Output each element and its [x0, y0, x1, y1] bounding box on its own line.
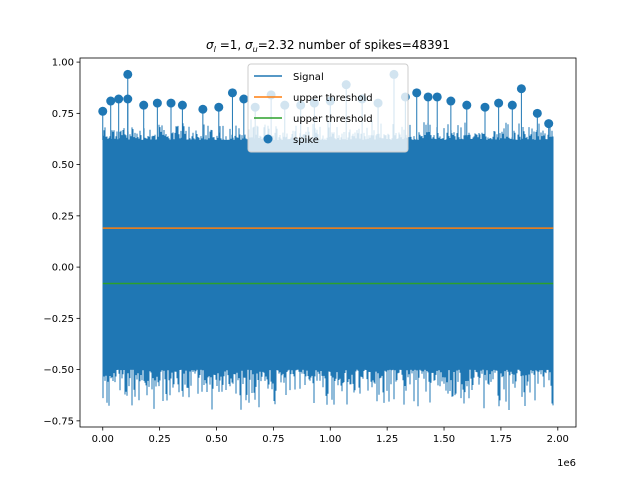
y-tick-label: 0.25: [52, 211, 74, 222]
spike-point: [494, 98, 504, 108]
spike-point: [462, 100, 472, 110]
x-tick-label: 2.00: [547, 434, 569, 445]
spike-point: [114, 94, 124, 104]
spike-point: [198, 104, 208, 114]
spike-point: [123, 94, 133, 104]
legend-box: [247, 63, 409, 153]
spike-point: [480, 102, 490, 112]
plot-area: [98, 69, 554, 410]
spike-point: [516, 84, 526, 94]
legend-label-upper-threshold: upper threshold: [293, 93, 373, 104]
spike-point: [446, 96, 456, 106]
legend-label-spike: spike: [293, 135, 319, 146]
spike-point: [98, 106, 108, 116]
x-tick-label: 0.25: [149, 434, 171, 445]
legend: Signal upper threshold upper threshold s…: [247, 63, 409, 153]
spike-point: [227, 88, 237, 98]
spike-point: [166, 98, 176, 108]
spike-point: [532, 108, 542, 118]
legend-label-lower-threshold: upper threshold: [293, 114, 373, 125]
spike-point: [123, 69, 133, 79]
y-tick-label: 0.75: [52, 109, 74, 120]
x-tick-label: 1.25: [376, 434, 398, 445]
spike-point: [432, 92, 442, 102]
spike-point: [177, 100, 187, 110]
y-tick-label: 0.00: [52, 263, 74, 274]
axes-frame: [79, 57, 577, 428]
y-tick-label: 0.50: [52, 160, 74, 171]
spike-point: [544, 119, 554, 129]
x-tick-label: 1.75: [490, 434, 512, 445]
x-tick-label: 0.00: [92, 434, 114, 445]
x-tick-label: 1.00: [319, 434, 341, 445]
axes: 0.00 0.25 0.50 0.75 1.00 1.25 1.50 1.75 2.00 −0.7…: [43, 57, 577, 445]
spike-point: [106, 96, 116, 106]
spike-point: [152, 98, 162, 108]
legend-label-signal: Signal: [293, 72, 324, 83]
chart-title: σl =1, σu=2.32 number of spikes=48391: [206, 38, 450, 54]
y-tick-label: −0.25: [43, 314, 74, 325]
spike-point: [239, 94, 249, 104]
legend-spike-swatch: [263, 134, 273, 144]
y-tick-label: −0.50: [43, 365, 74, 376]
y-tick-label: 1.00: [52, 58, 74, 69]
spike-point: [214, 102, 224, 112]
spike-point: [507, 100, 517, 110]
x-axis-offset-label: 1e6: [557, 458, 576, 469]
spike-point: [423, 92, 433, 102]
x-tick-label: 0.75: [262, 434, 284, 445]
spike-point: [139, 100, 149, 110]
y-tick-label: −0.75: [43, 416, 74, 427]
x-tick-label: 0.50: [205, 434, 227, 445]
signal-line: [102, 119, 554, 410]
spike-point: [412, 88, 422, 98]
x-tick-label: 1.50: [433, 434, 455, 445]
